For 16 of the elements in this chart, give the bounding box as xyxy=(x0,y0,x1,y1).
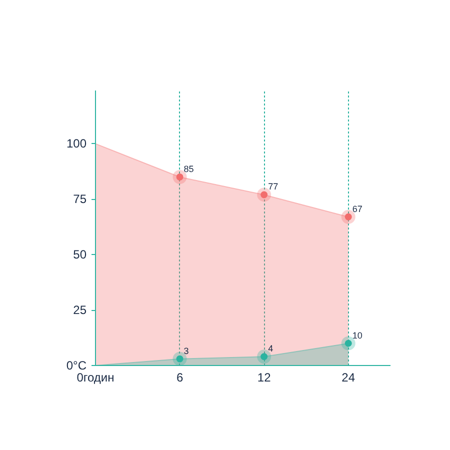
y-tick-label: 0°C xyxy=(66,358,87,372)
data-label: 67 xyxy=(352,204,362,214)
data-label: 4 xyxy=(268,344,274,354)
point xyxy=(257,188,272,202)
y-tick-label: 75 xyxy=(73,192,87,206)
data-label: 85 xyxy=(184,164,194,174)
x-tick-label: 0годин xyxy=(76,370,114,384)
y-tick-label: 25 xyxy=(73,303,87,318)
data-label: 10 xyxy=(352,330,362,340)
x-tick-label: 6 xyxy=(176,370,184,384)
data-label: 77 xyxy=(268,182,278,192)
data-label: 3 xyxy=(184,346,189,356)
y-tick-label: 100 xyxy=(66,136,87,151)
x-tick-label: 12 xyxy=(257,370,272,384)
x-tick-label: 24 xyxy=(342,370,356,384)
y-tick-label: 50 xyxy=(73,248,87,262)
